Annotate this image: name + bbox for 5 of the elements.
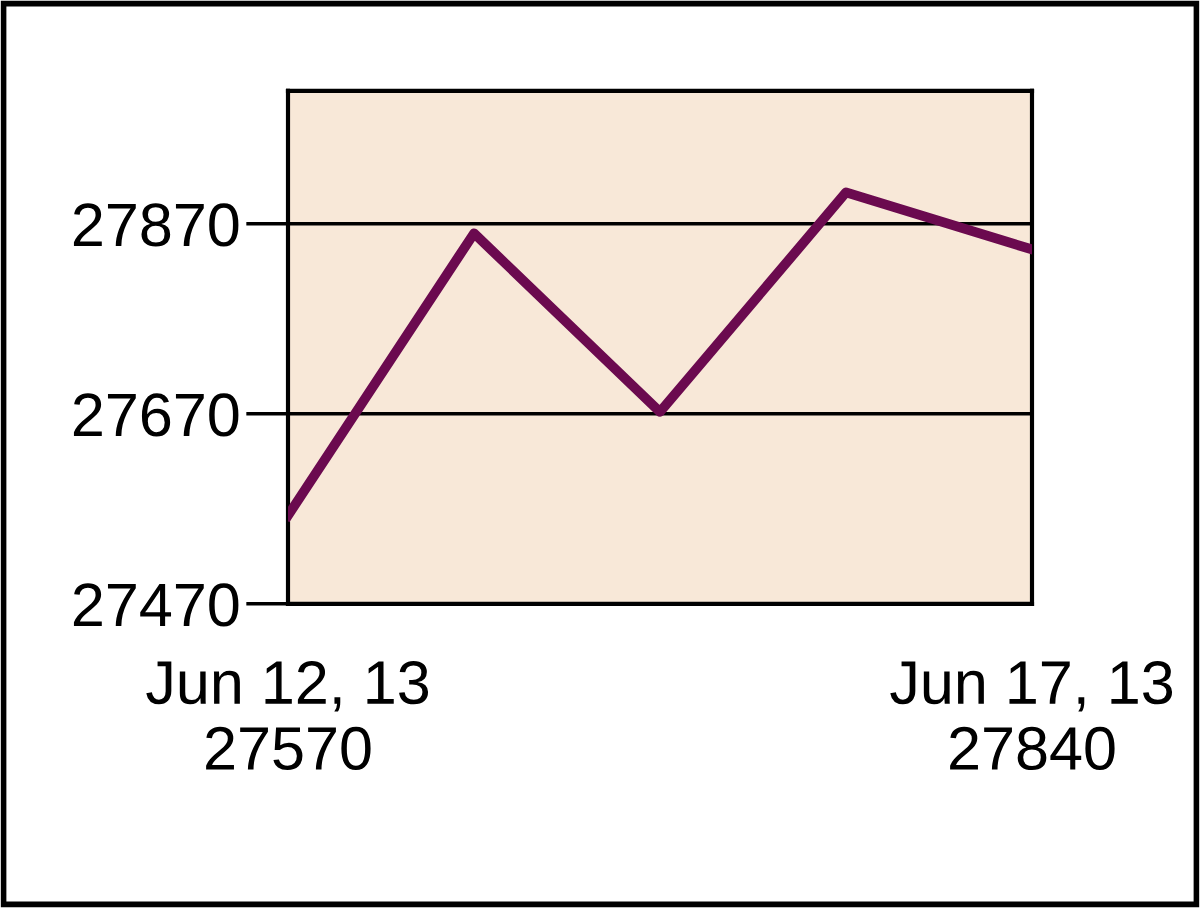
x-tick-label: Jun 12, 13 27570 xyxy=(146,660,429,771)
x-tick-label: Jun 17, 13 27840 xyxy=(890,660,1173,771)
y-tick-label: 27470 xyxy=(73,583,239,627)
y-tick-label: 27870 xyxy=(73,203,239,247)
y-tick-label: 27670 xyxy=(73,393,239,437)
